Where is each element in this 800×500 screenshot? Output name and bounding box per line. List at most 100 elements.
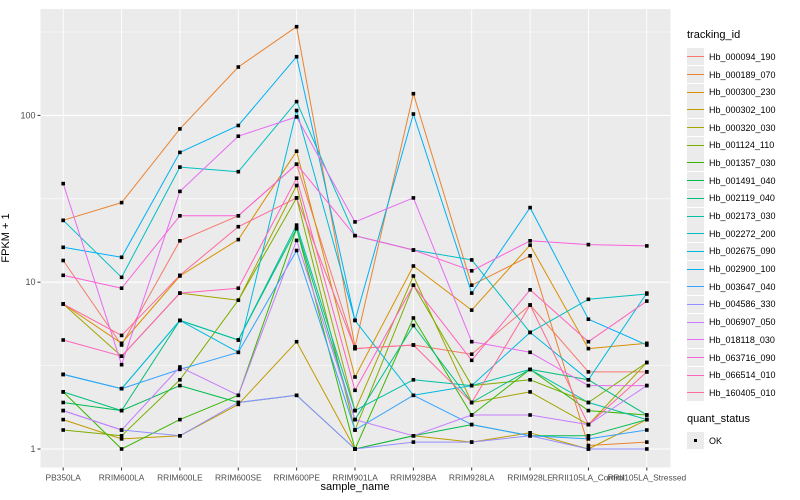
data-point [645,447,649,451]
data-point [178,291,182,295]
legend-key-Hb_000094_190 [687,48,704,66]
data-point [294,176,299,180]
data-point [61,245,65,250]
data-point [645,383,649,388]
data-point [528,413,532,417]
x-tick-label: RRIM600SE [215,473,262,483]
legend-item-Hb_001357_030: Hb_001357_030 [687,154,799,172]
data-point [469,413,474,417]
legend-line-icon [687,74,704,76]
data-point [294,248,299,253]
data-point [61,181,65,186]
legend-line-icon [687,374,704,376]
legend-line-icon [687,339,704,341]
data-point [411,196,416,200]
data-point [236,214,241,218]
data-point [294,238,299,243]
legend-label: Hb_000320_030 [709,122,776,133]
legend-key-Hb_002173_030 [687,207,704,225]
data-point [469,308,474,312]
data-point [645,428,649,432]
y-tick-label: 100 [20,110,35,120]
data-point [236,298,241,302]
legend-quant-status-block: quant_status OK [687,413,799,450]
legend-title-tracking-id: tracking_id [687,29,741,41]
data-point [645,440,649,444]
legend-line-icon [687,56,704,58]
data-point [353,375,357,379]
data-point [586,443,591,448]
data-point [469,339,474,344]
data-point [294,108,299,113]
data-point [528,205,532,210]
data-point [528,239,532,243]
data-point [61,258,65,263]
legend-label: Hb_160405_010 [709,387,776,398]
data-point [294,54,299,59]
legend-item-Hb_001491_040: Hb_001491_040 [687,172,799,190]
data-point [294,339,299,344]
data-point [236,237,241,242]
data-point [119,434,124,438]
legend-label: Hb_006907_050 [709,317,776,328]
legend-label: Hb_000300_230 [709,87,776,98]
data-point [178,165,182,169]
data-point [645,244,649,248]
legend-line-icon [687,215,704,217]
data-point [236,286,241,290]
legend-item-Hb_002173_030: Hb_002173_030 [687,207,799,225]
legend-line-icon [687,144,704,146]
legend-item-Hb_002675_090: Hb_002675_090 [687,242,799,261]
data-point [119,437,124,441]
data-point [411,264,416,268]
data-point [119,362,124,367]
data-point [178,150,182,155]
x-tick-label: RRIM928BA [390,473,437,483]
y-tick-label: 10 [25,277,35,287]
data-point [119,354,124,358]
legend-item-Hb_000320_030: Hb_000320_030 [687,119,799,137]
legend-line-icon [687,286,704,288]
legend-label: Hb_002675_090 [709,246,776,257]
data-point [528,243,532,247]
x-tick-label: RRII105LA_Control [552,473,625,483]
legend-key-Hb_000189_070 [687,66,704,84]
legend-line-icon [687,109,704,111]
data-point [294,196,299,200]
data-point [586,437,591,441]
legend-key-Hb_002900_100 [687,260,704,278]
data-point [353,408,357,413]
data-point [469,283,474,287]
legend-key-Hb_006907_050 [687,313,704,331]
data-point [294,223,299,227]
data-point [586,339,591,344]
data-point [178,383,182,388]
data-point [528,434,532,438]
data-point [178,127,182,131]
data-point [178,214,182,218]
data-point [586,378,591,382]
legend-label: Hb_002900_100 [709,264,776,275]
data-point [294,24,299,29]
data-point [294,183,299,188]
legend-item-Hb_004586_330: Hb_004586_330 [687,295,799,314]
data-point [236,350,241,355]
legend-title-quant-status: quant_status [687,412,750,425]
legend-item-Hb_000094_190: Hb_000094_190 [687,48,799,66]
legend-key-Hb_066514_010 [687,366,704,384]
data-point [178,189,182,194]
data-point [353,447,357,451]
legend-key-Hb_002675_090 [687,242,704,260]
data-point [178,318,182,323]
legend-label: Hb_000302_100 [709,104,776,115]
data-point [236,169,241,174]
data-point [586,242,591,247]
legend-label: Hb_000189_070 [709,69,776,80]
data-point [528,288,532,292]
data-point [411,248,416,252]
data-point [411,283,416,287]
legend-line-icon [687,91,704,93]
data-point [411,316,416,320]
data-point [645,291,649,295]
